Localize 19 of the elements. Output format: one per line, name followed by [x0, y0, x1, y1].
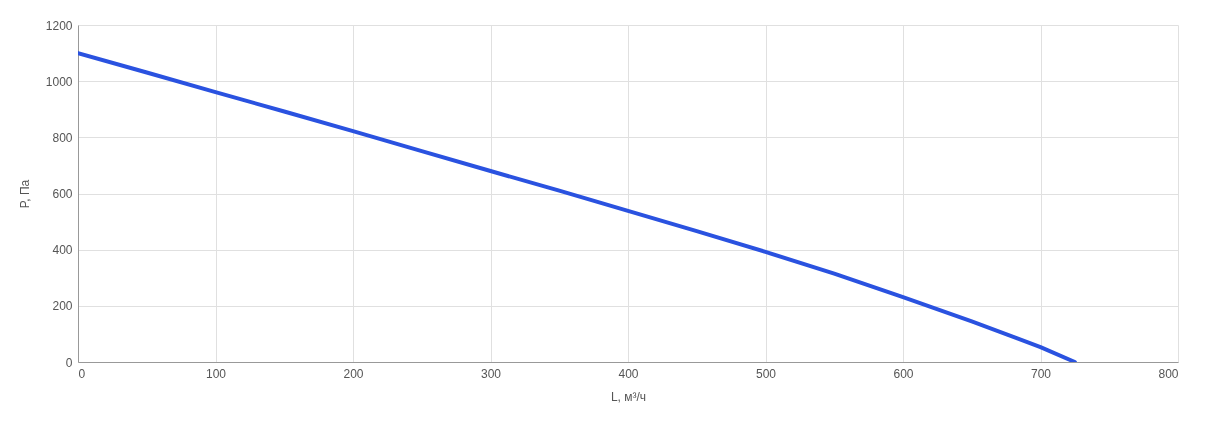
- x-axis-title: L, м³/ч: [610, 389, 647, 404]
- y-tick-label: 1000: [45, 74, 73, 89]
- x-tick-label: 400: [618, 366, 639, 381]
- y-tick-label: 1200: [45, 18, 73, 33]
- x-tick-label: 600: [893, 366, 914, 381]
- x-tick-label: 800: [1158, 366, 1179, 381]
- x-tick-label: 700: [1030, 366, 1052, 381]
- x-tick-label: 0: [78, 366, 86, 381]
- y-tick-label: 800: [52, 130, 73, 145]
- x-tick-label: 500: [755, 366, 777, 381]
- x-tick-label: 200: [343, 366, 364, 381]
- x-tick-label: 300: [480, 366, 502, 381]
- x-tick-label: 100: [205, 366, 227, 381]
- y-tick-label: 400: [52, 243, 73, 258]
- line-series: [78, 51, 1077, 362]
- y-tick-label: 200: [52, 299, 73, 314]
- y-tick-label: 600: [52, 187, 73, 201]
- y-axis-title: P, Па: [17, 179, 32, 209]
- y-tick-label: 0: [65, 355, 73, 370]
